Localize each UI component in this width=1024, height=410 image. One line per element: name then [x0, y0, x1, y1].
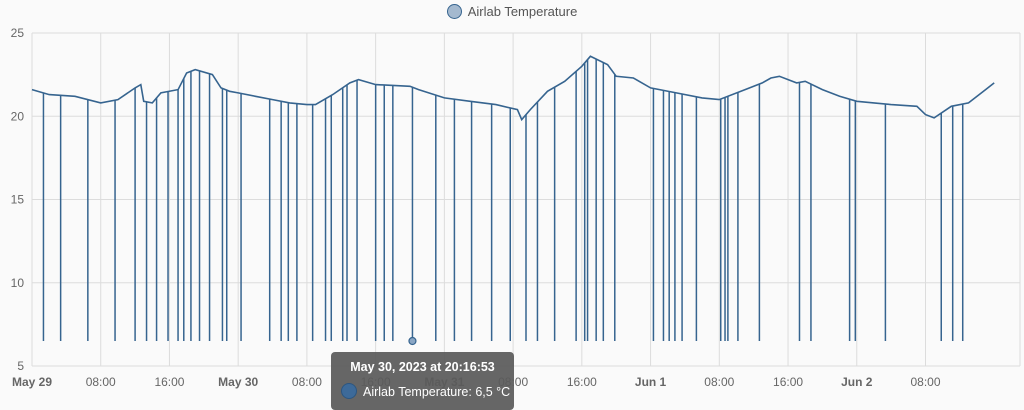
- x-tick-label: May 30: [218, 375, 258, 389]
- x-tick-label: Jun 2: [841, 375, 873, 389]
- x-tick-label: 08:00: [86, 375, 116, 389]
- y-tick-label: 5: [17, 359, 24, 373]
- y-tick-label: 15: [11, 193, 25, 207]
- legend-swatch-icon: [446, 4, 462, 19]
- x-tick-label: May 29: [12, 375, 52, 389]
- y-tick-label: 10: [11, 276, 25, 290]
- y-tick-label: 20: [11, 109, 25, 123]
- legend[interactable]: Airlab Temperature: [0, 4, 1024, 19]
- x-tick-label: 08:00: [292, 375, 322, 389]
- x-tick-label: Jun 1: [635, 375, 667, 389]
- legend-label: Airlab Temperature: [467, 4, 578, 19]
- x-tick-label: 08:00: [910, 375, 940, 389]
- x-tick-label: 08:00: [704, 375, 734, 389]
- highlighted-point: [408, 336, 417, 346]
- tooltip-title: May 30, 2023 at 20:16:53: [350, 360, 495, 374]
- x-tick-label: 16:00: [567, 375, 597, 389]
- x-tick-label: 16:00: [154, 375, 184, 389]
- tooltip-swatch-icon: [341, 383, 357, 399]
- tooltip-value: Airlab Temperature: 6,5 °C: [363, 385, 511, 399]
- x-tick-label: 16:00: [773, 375, 803, 389]
- y-tick-label: 25: [11, 26, 25, 40]
- tooltip: May 30, 2023 at 20:16:53 Airlab Temperat…: [331, 352, 514, 410]
- series-line: [31, 55, 995, 122]
